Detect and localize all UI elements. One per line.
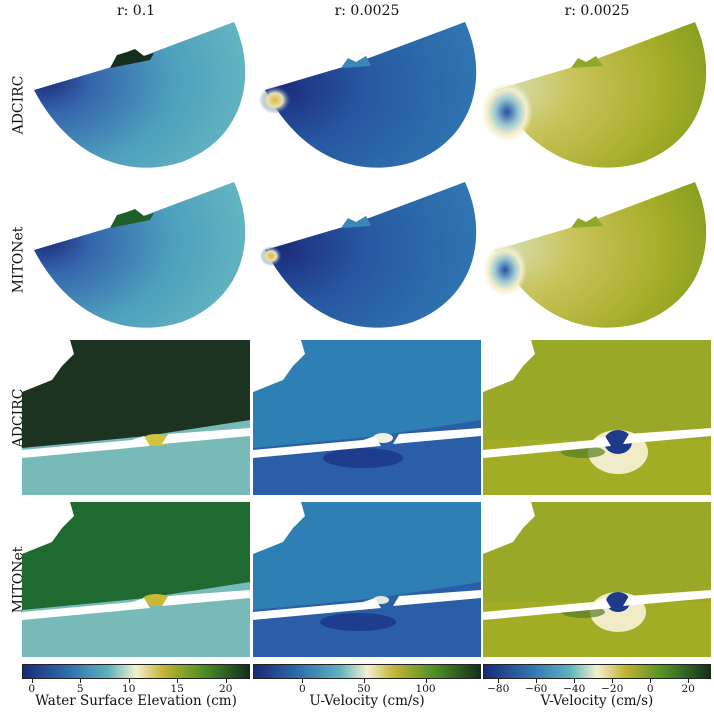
colorbar-tickmark xyxy=(128,679,130,683)
colorbar-label-wse: Water Surface Elevation (cm) xyxy=(35,693,237,709)
colorbar-label-u: U-Velocity (cm/s) xyxy=(309,693,425,709)
colorbar-tickmark xyxy=(80,679,82,683)
colorbar-tickmark xyxy=(574,679,576,683)
colorbar-tickmark xyxy=(612,679,614,683)
colorbar-wse xyxy=(22,664,250,679)
colorbar-tickmark xyxy=(225,679,227,683)
colorbar-tick-label: 100 xyxy=(415,683,436,695)
column-title-2: r: 0.0025 xyxy=(334,3,400,19)
colorbar-tick-label: 5 xyxy=(76,683,84,695)
column-title-1: r: 0.1 xyxy=(116,3,156,19)
colorbar-tick-label: −60 xyxy=(525,683,548,695)
colorbar-tickmark xyxy=(650,679,652,683)
colorbar-label-v: V-Velocity (cm/s) xyxy=(540,693,654,709)
colorbar-tick-label: −40 xyxy=(563,683,586,695)
panel-r4-u xyxy=(253,502,481,657)
panel-r2-u xyxy=(260,182,477,328)
colorbar-tickmark xyxy=(31,679,33,683)
colorbar-tickmark xyxy=(688,679,690,683)
colorbar-tick-label: 10 xyxy=(122,683,136,695)
colorbar-tick-label: 20 xyxy=(681,683,695,695)
panel-r3-wse xyxy=(22,340,250,495)
panel-r1-u xyxy=(259,22,477,168)
panel-r2-v xyxy=(483,182,707,328)
colorbar-tick-label: −20 xyxy=(601,683,624,695)
colorbar-tick-label: 50 xyxy=(357,683,371,695)
colorbar-v xyxy=(483,664,711,679)
colorbar-tickmark xyxy=(302,679,304,683)
colorbar-tick-label: 0 xyxy=(646,683,654,695)
panel-r1-wse xyxy=(34,22,246,168)
panel-r4-wse xyxy=(22,502,250,657)
colorbar-u xyxy=(253,664,481,679)
panel-r1-v xyxy=(483,22,707,168)
panel-r2-wse xyxy=(34,182,246,328)
colorbar-tickmark xyxy=(498,679,500,683)
colorbar-tick-label: 0 xyxy=(298,683,306,695)
colorbar-tick-label: 20 xyxy=(219,683,233,695)
panel-r3-u xyxy=(253,340,481,495)
colorbar-tick-label: 15 xyxy=(170,683,184,695)
colorbar-tick-label: −80 xyxy=(487,683,510,695)
colorbar-tickmark xyxy=(425,679,427,683)
column-title-3: r: 0.0025 xyxy=(564,3,630,19)
colorbar-tick-label: 0 xyxy=(28,683,36,695)
colorbar-tickmark xyxy=(177,679,179,683)
panel-r3-v xyxy=(483,340,711,495)
colorbar-tickmark xyxy=(536,679,538,683)
colorbar-tickmark xyxy=(363,679,365,683)
panel-r4-v xyxy=(483,502,711,657)
